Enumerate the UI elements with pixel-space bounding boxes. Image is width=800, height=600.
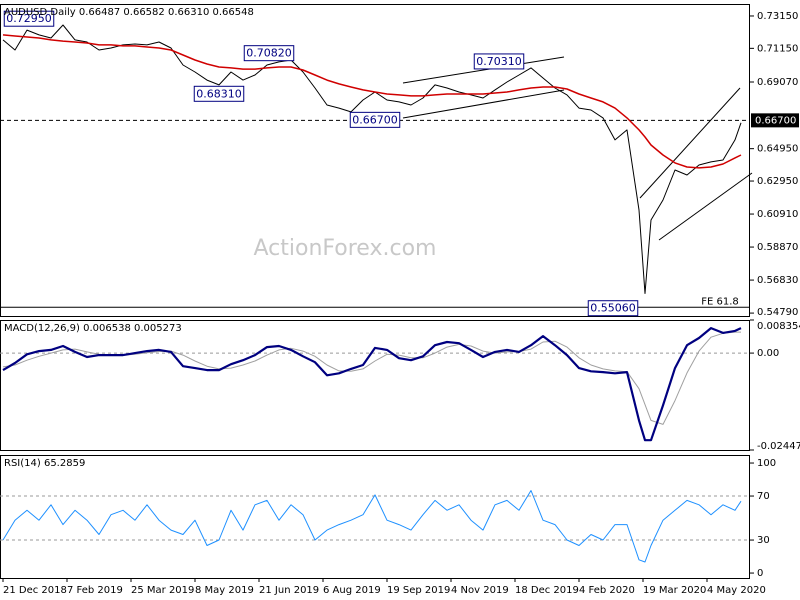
y-tick-label: -0.02447 [757, 441, 800, 452]
annotation-box [243, 45, 295, 62]
panel-border [0, 4, 750, 317]
y-tick-label: 0.58870 [757, 242, 798, 253]
x-tick-label: 7 Feb 2019 [67, 585, 123, 596]
panel-border [0, 320, 750, 451]
x-tick-label: 4 Nov 2019 [451, 585, 509, 596]
y-tick-label: 0.56830 [757, 275, 798, 286]
annotation-label: 0.72950 [6, 12, 52, 25]
annotation: 0.66700 [349, 111, 401, 128]
y-tick-label: 0.60910 [757, 209, 798, 220]
annotation-label: 0.70310 [476, 55, 522, 68]
annotation: 0.70820 [243, 45, 295, 62]
annotation: 0.68310 [193, 85, 245, 102]
x-tick-label: 8 May 2019 [195, 585, 254, 596]
x-tick-label: 19 Sep 2019 [387, 585, 450, 596]
annotation-label: 0.70820 [246, 47, 292, 60]
x-tick-label: 18 Dec 2019 [515, 585, 579, 596]
annotation: 0.70310 [473, 53, 525, 70]
fe-label: FE 61.8 [701, 296, 739, 307]
x-tick-label: 4 Feb 2020 [579, 585, 635, 596]
channel-lower [402, 89, 565, 119]
annotation-label: 0.55060 [590, 302, 636, 315]
current-price-label: 0.66700 [755, 115, 796, 126]
series-line [2, 34, 742, 169]
y-tick-label: 0.69070 [757, 77, 798, 88]
y-tick-label: 0.64950 [757, 144, 798, 155]
channel-upper [402, 56, 565, 84]
rising-channel-upper [639, 87, 741, 199]
annotation-box [587, 300, 639, 317]
y-tick-label: 70 [757, 491, 770, 502]
y-tick-label: 0.54790 [757, 307, 798, 318]
annotation-box [3, 10, 55, 27]
y-tick-label: 0.008354 [757, 321, 800, 332]
annotation-box [193, 85, 245, 102]
x-tick-label: 21 Jun 2019 [259, 585, 319, 596]
rising-channel-lower [658, 172, 753, 241]
annotation-label: 0.66700 [352, 113, 398, 126]
series-line [2, 24, 742, 294]
y-tick-label: 0 [757, 568, 763, 579]
series-line [2, 327, 742, 442]
series-line [2, 490, 742, 563]
panel-title: AUDUSD Daily 0.66487 0.66582 0.66310 0.6… [4, 7, 254, 18]
y-tick-label: 30 [757, 535, 770, 546]
x-tick-label: 25 Mar 2019 [131, 585, 194, 596]
y-tick-label: 0.62950 [757, 176, 798, 187]
y-tick-label: 0.71150 [757, 43, 798, 54]
annotation-label: 0.68310 [196, 87, 242, 100]
panel-title: RSI(14) 65.2859 [4, 458, 85, 469]
y-tick-label: 0.73150 [757, 11, 798, 22]
y-tick-label: 100 [757, 458, 776, 469]
x-tick-label: 4 May 2020 [707, 585, 766, 596]
annotation-box [473, 53, 525, 70]
trend-lines [402, 56, 753, 241]
annotation: 0.72950 [3, 10, 55, 27]
annotation-box [349, 111, 401, 128]
x-tick-label: 19 Mar 2020 [643, 585, 706, 596]
x-tick-label: 6 Aug 2019 [323, 585, 381, 596]
y-tick-label: 0.00 [757, 348, 779, 359]
watermark: ActionForex.com [254, 236, 437, 261]
panel-border [0, 455, 750, 579]
x-tick-label: 21 Dec 2018 [3, 585, 67, 596]
panel-title: MACD(12,26,9) 0.006538 0.005273 [4, 323, 182, 334]
annotation: 0.55060 [587, 300, 639, 317]
current-price-box [751, 113, 799, 128]
